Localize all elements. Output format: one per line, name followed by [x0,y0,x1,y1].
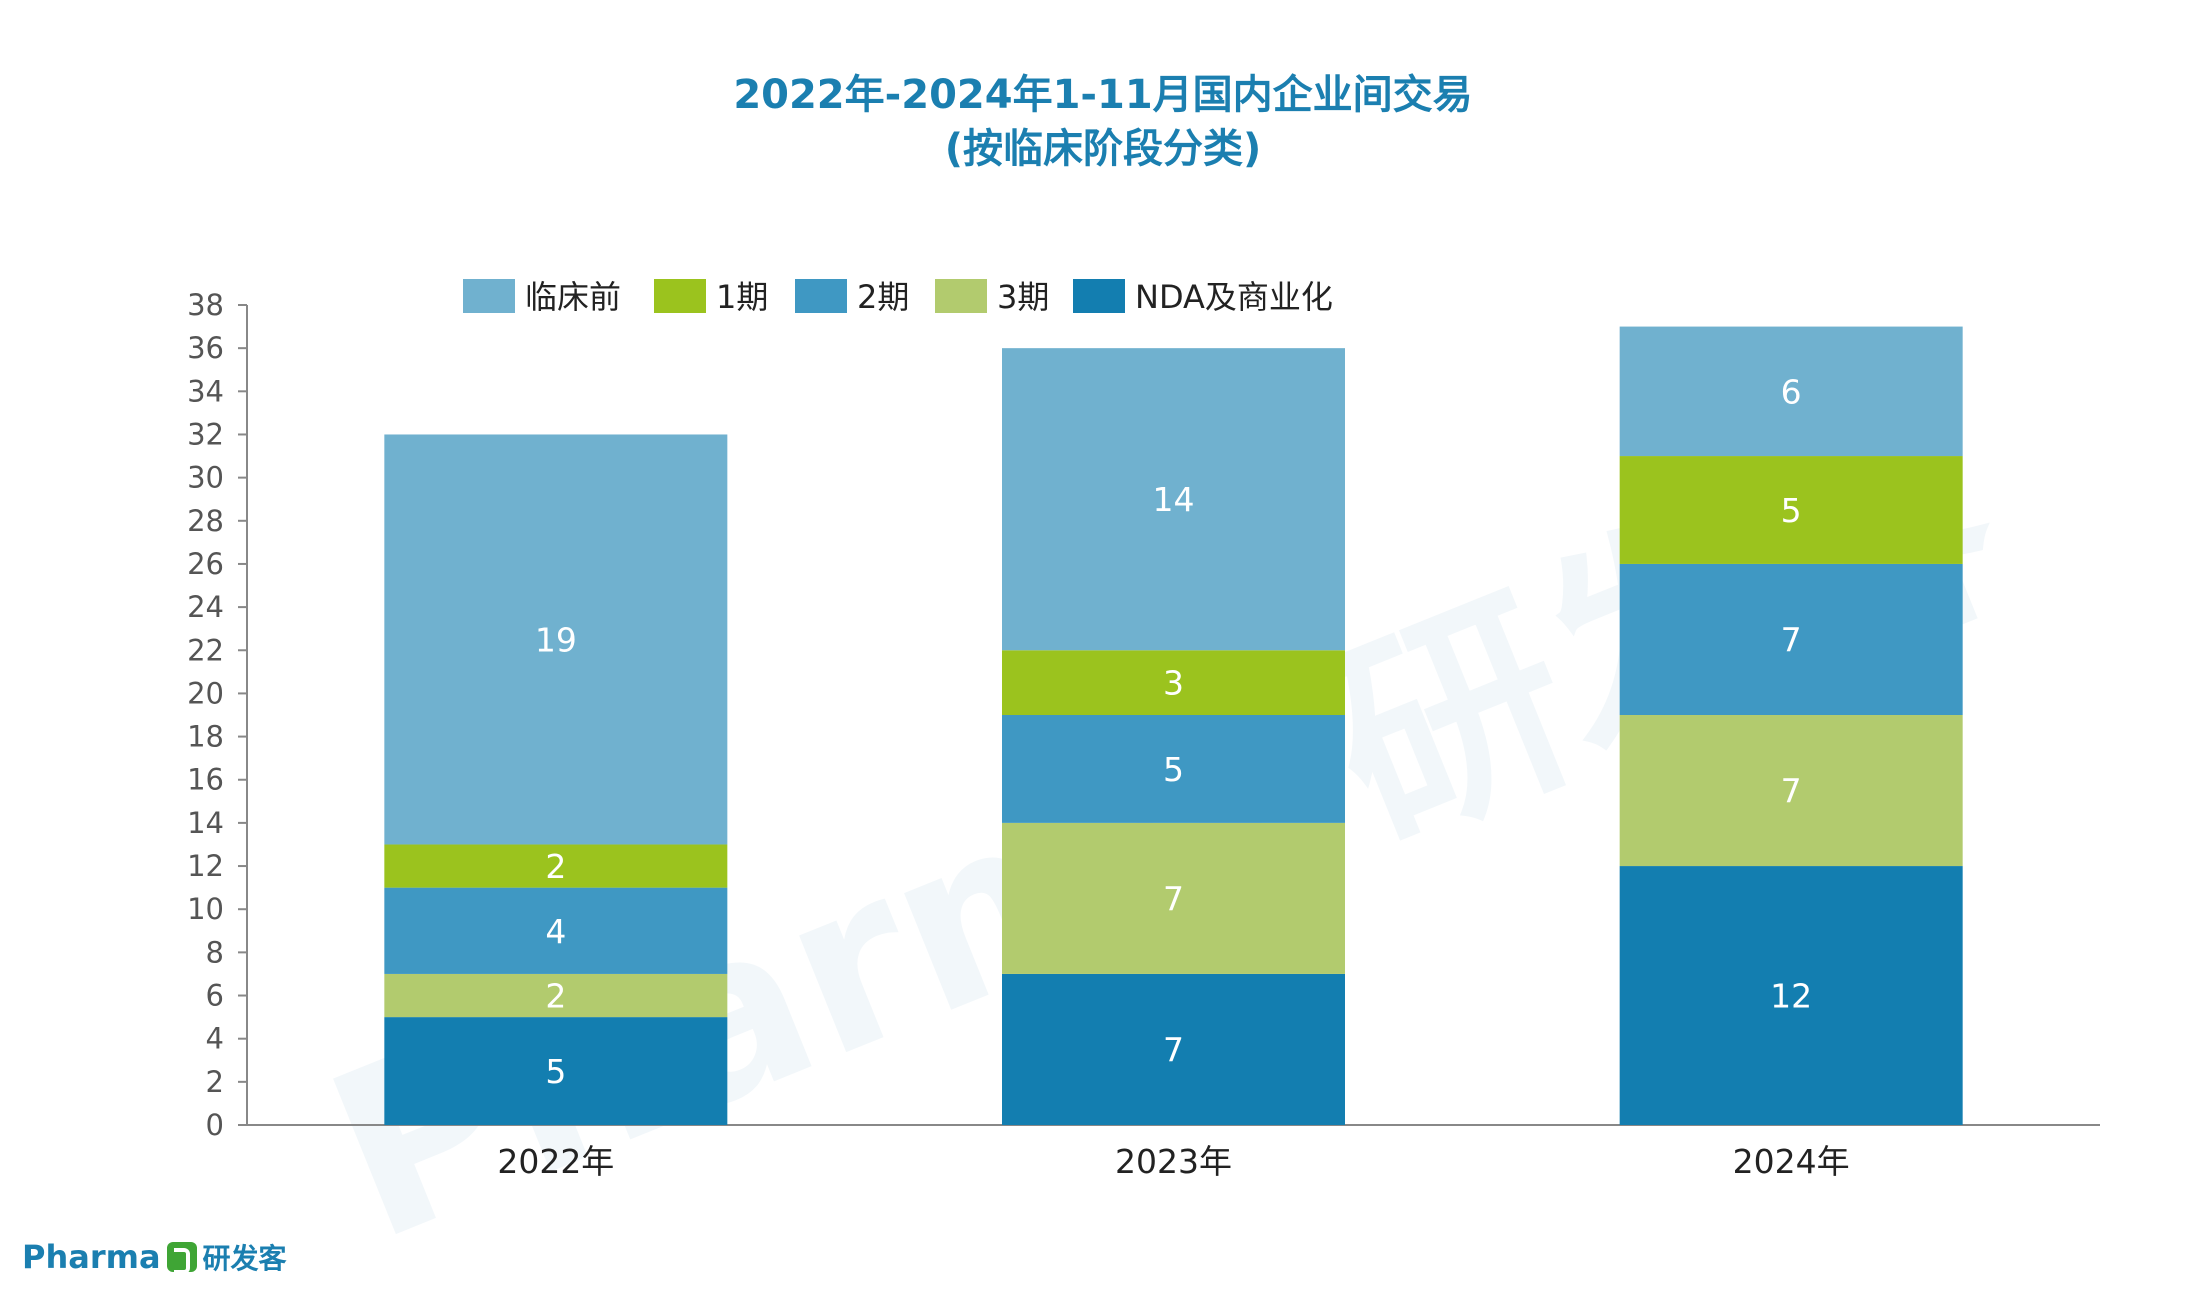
bar-segment [384,844,728,888]
brand-name-cn: 研发客 [202,1242,287,1275]
data-label: 7 [1163,879,1184,918]
legend-label: 1期 [716,278,768,316]
y-tick-label: 36 [187,331,224,365]
x-tick-label: 2024年 [1733,1142,1850,1181]
data-label: 4 [545,912,566,951]
bar-segment [384,1017,728,1125]
y-tick-label: 18 [187,720,224,754]
bar-segment [1619,456,1963,564]
data-label: 7 [1781,772,1802,811]
legend-swatch [463,279,515,313]
legend-swatch [1073,279,1125,313]
legend-label: 3期 [997,278,1049,316]
y-tick-label: 10 [187,892,224,926]
y-tick-label: 26 [187,547,224,581]
y-tick-label: 28 [187,504,224,538]
bar-segment [384,973,728,1018]
y-tick-label: 22 [187,633,224,667]
y-tick-label: 32 [187,417,224,451]
data-label: 5 [545,1052,566,1091]
x-tick-label: 2022年 [497,1142,614,1181]
data-label: 7 [1163,1030,1184,1069]
data-label: 2 [545,977,566,1016]
data-label: 6 [1781,372,1802,411]
bar-segment [1002,715,1345,823]
data-label: 3 [1163,664,1184,703]
chart-subtitle: (按临床阶段分类) [944,126,1262,172]
y-tick-label: 6 [206,979,224,1013]
y-tick-label: 12 [187,849,224,883]
data-label: 7 [1781,620,1802,659]
data-label: 5 [1781,491,1802,530]
bar-segment [1002,973,1345,1125]
bar-segment [1619,715,1963,867]
legend-swatch [795,279,847,313]
y-tick-label: 8 [206,935,224,969]
bar-segment [1002,822,1345,974]
y-tick-label: 16 [187,763,224,797]
legend-label: 临床前 [525,278,621,316]
y-tick-label: 0 [206,1108,224,1142]
bar-segment [1619,326,1963,457]
bar-segment [1619,563,1963,715]
bar-segment [1002,650,1345,715]
chart-title: 2022年-2024年1-11月国内企业间交易 [733,72,1473,118]
bar-segment [1002,348,1345,651]
brand-logo: Pharma 研发客 [22,1237,287,1277]
data-label: 14 [1153,480,1195,519]
bar-segment [384,434,728,845]
y-tick-label: 2 [206,1065,224,1099]
legend-label: 2期 [857,278,909,316]
data-label: 5 [1163,750,1184,789]
x-tick-label: 2023年 [1115,1142,1232,1181]
brand-name: Pharma [22,1238,161,1276]
y-tick-label: 34 [187,374,224,408]
y-tick-label: 24 [187,590,224,624]
legend-swatch [935,279,987,313]
data-label: 19 [535,620,577,659]
y-tick-label: 20 [187,676,224,710]
bar-segment [384,887,728,974]
legend-swatch [654,279,706,313]
bar-segment [1619,866,1963,1125]
y-tick-label: 30 [187,461,224,495]
y-tick-label: 4 [206,1022,224,1056]
y-tick-label: 38 [187,288,224,322]
legend-label: NDA及商业化 [1135,278,1333,316]
data-label: 12 [1770,977,1812,1016]
brand-mark-icon [166,1242,197,1274]
y-tick-label: 14 [187,806,224,840]
data-label: 2 [545,847,566,886]
